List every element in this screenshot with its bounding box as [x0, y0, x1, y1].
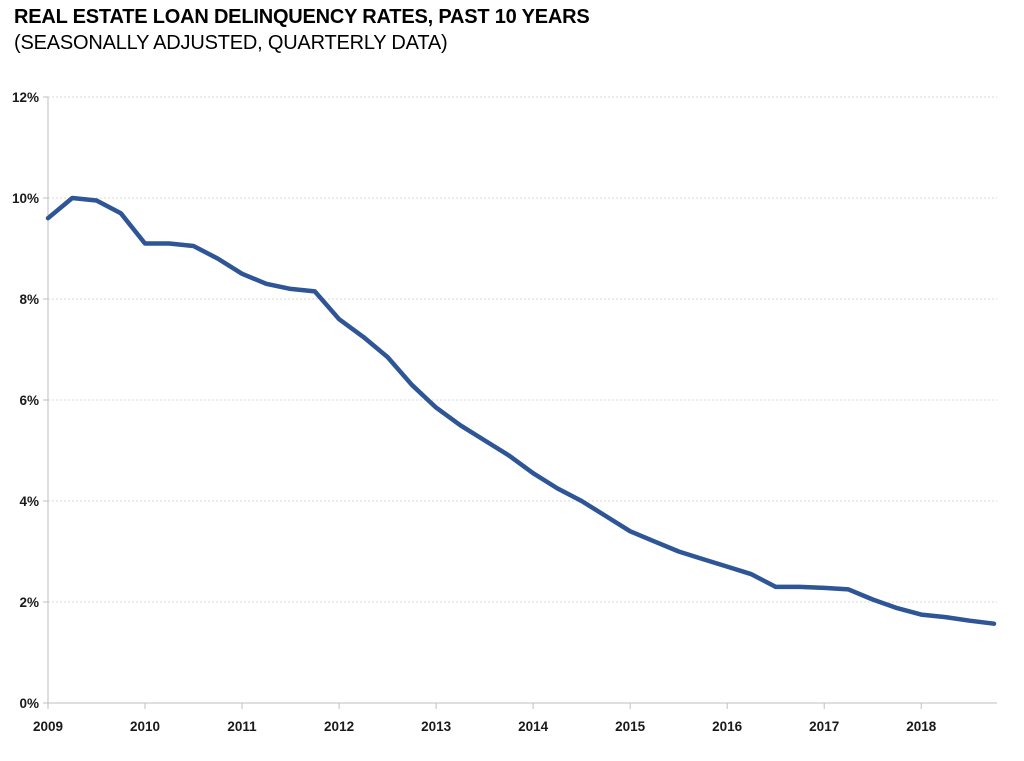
chart-subtitle: (SEASONALLY ADJUSTED, QUARTERLY DATA): [14, 32, 448, 54]
y-tick-label: 4%: [19, 494, 39, 509]
y-tick-label: 6%: [19, 393, 39, 408]
x-tick-label: 2009: [33, 719, 63, 734]
x-tick-label: 2018: [906, 719, 937, 734]
x-tick-label: 2012: [324, 719, 354, 734]
x-tick-label: 2017: [809, 719, 839, 734]
y-tick-label: 10%: [12, 191, 39, 206]
chart-title: REAL ESTATE LOAN DELINQUENCY RATES, PAST…: [14, 6, 590, 28]
x-tick-label: 2014: [518, 719, 549, 734]
y-tick-label: 12%: [12, 90, 39, 105]
y-tick-label: 2%: [19, 595, 39, 610]
y-tick-label: 0%: [19, 696, 39, 711]
x-tick-label: 2011: [227, 719, 257, 734]
x-tick-label: 2016: [712, 719, 743, 734]
x-tick-label: 2015: [615, 719, 646, 734]
x-tick-label: 2010: [130, 719, 160, 734]
delinquency-rate-line: [45, 195, 997, 626]
y-tick-label: 8%: [19, 292, 39, 307]
x-tick-label: 2013: [421, 719, 452, 734]
